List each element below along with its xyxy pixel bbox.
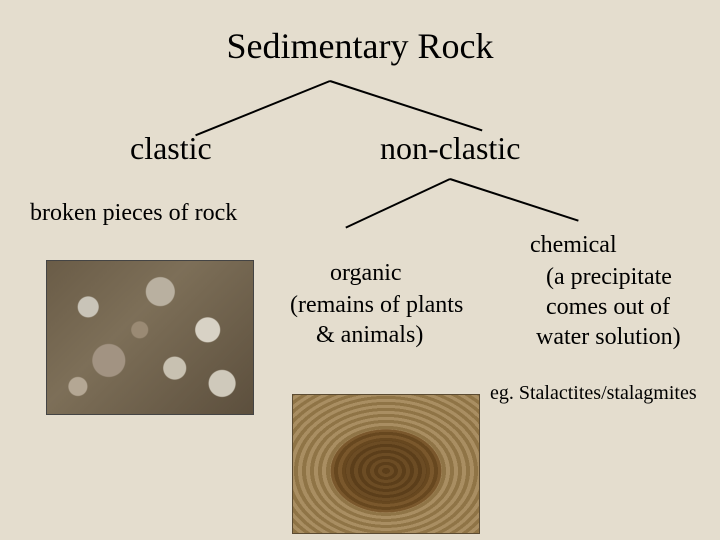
nonclastic-label: non-clastic (380, 130, 520, 167)
chemical-desc-3: water solution) (536, 324, 681, 351)
clastic-label: clastic (130, 130, 212, 167)
organic-desc-2: & animals) (316, 322, 423, 349)
organic-desc-1: (remains of plants (290, 292, 463, 319)
tree-line-2 (345, 178, 450, 228)
organic-image (292, 394, 480, 534)
chemical-desc-1: (a precipitate (546, 264, 672, 291)
tree-line-1 (330, 80, 483, 131)
organic-label: organic (330, 260, 402, 287)
clastic-image (46, 260, 254, 415)
clastic-subtitle: broken pieces of rock (30, 200, 237, 227)
page-title: Sedimentary Rock (0, 25, 720, 67)
chemical-desc-2: comes out of (546, 294, 670, 321)
tree-line-3 (450, 178, 579, 222)
chemical-example: eg. Stalactites/stalagmites (490, 382, 697, 405)
tree-line-0 (195, 80, 330, 136)
chemical-label: chemical (530, 232, 617, 259)
